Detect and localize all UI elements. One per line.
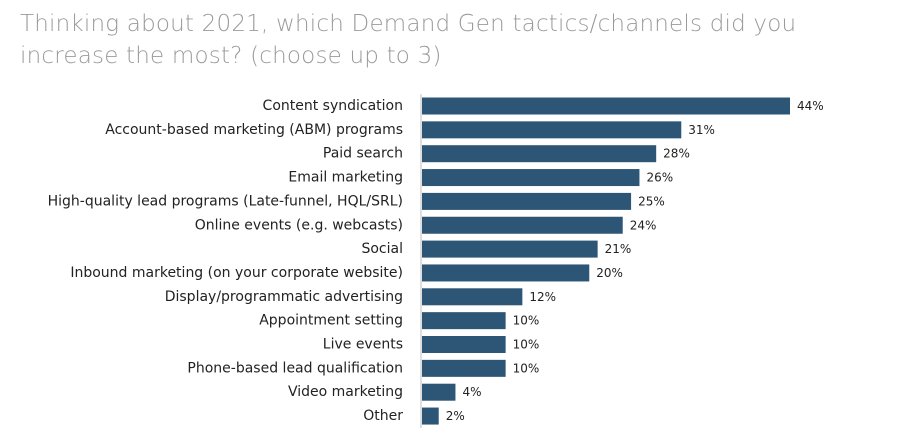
category-label: Live events: [323, 337, 403, 353]
bar: [422, 240, 598, 258]
chart-title: Thinking about 2021, which Demand Gen ta…: [20, 11, 797, 69]
category-label: Account-based marketing (ABM) programs: [105, 122, 403, 138]
value-label: 12%: [529, 290, 556, 304]
bar: [422, 336, 506, 353]
bar: [422, 121, 682, 139]
value-label: 10%: [513, 338, 540, 352]
value-label: 4%: [462, 385, 481, 399]
category-label: Other: [363, 408, 403, 424]
category-label: Online events (e.g. webcasts): [195, 217, 403, 233]
value-label: 31%: [688, 123, 715, 137]
category-labels-group: Content syndication Account-based marketi…: [48, 98, 404, 424]
category-label: High-quality lead programs (Late-funnel,…: [48, 193, 403, 209]
bar: [422, 383, 456, 401]
bar: [422, 288, 523, 306]
bar: [422, 192, 632, 210]
bar: [422, 216, 623, 234]
category-label: Appointment setting: [259, 313, 403, 329]
value-label: 20%: [596, 266, 623, 280]
bar: [422, 359, 506, 377]
category-label: Video marketing: [288, 384, 403, 400]
value-label: 44%: [797, 99, 824, 113]
category-label: Paid search: [323, 146, 403, 162]
category-label: Social: [361, 241, 403, 257]
bar: [422, 312, 506, 330]
category-label: Inbound marketing (on your corporate web…: [70, 265, 403, 281]
value-label: 28%: [663, 147, 690, 161]
value-label: 2%: [446, 409, 465, 423]
bar: [422, 145, 657, 163]
bar: [422, 97, 790, 115]
category-label: Content syndication: [263, 98, 403, 114]
value-label: 10%: [513, 314, 540, 328]
value-label: 21%: [605, 242, 632, 256]
value-label: 24%: [630, 218, 657, 232]
value-label: 25%: [638, 194, 665, 208]
category-label: Display/programmatic advertising: [165, 289, 403, 305]
category-label: Email marketing: [288, 170, 403, 186]
category-label: Phone-based lead qualification: [187, 360, 403, 376]
value-label: 10%: [513, 361, 540, 375]
bar: [422, 169, 640, 187]
bars-group: [422, 97, 790, 425]
value-labels-group: 44% 31% 28% 26% 25% 24% 21% 20% 12% 10% 10% 10% 4% 2%: [446, 99, 824, 423]
value-label: 26%: [646, 171, 673, 185]
bar: [422, 407, 439, 425]
bar: [422, 264, 590, 282]
